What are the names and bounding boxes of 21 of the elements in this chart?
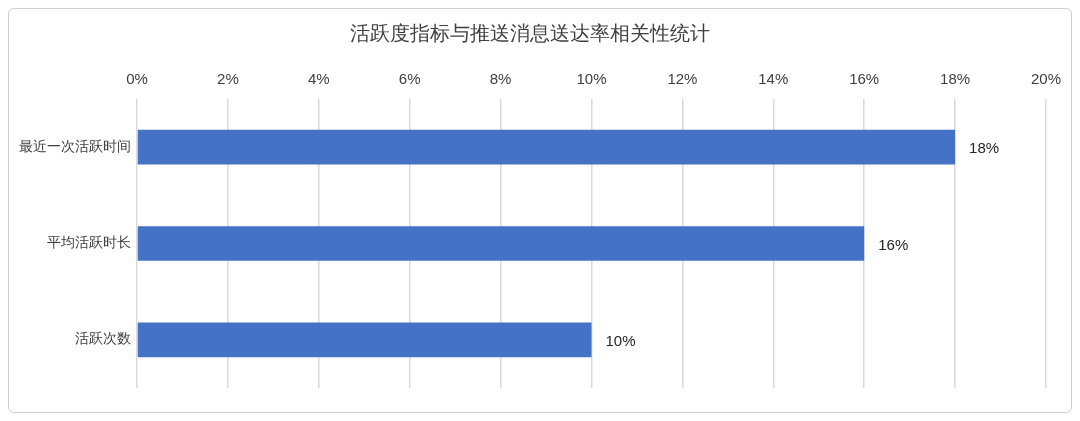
x-tick-label: 16% xyxy=(849,70,880,88)
x-tick-label: 4% xyxy=(307,70,330,88)
x-tick-label: 10% xyxy=(576,70,607,88)
x-tick-label: 0% xyxy=(126,70,148,88)
x-tick-label: 6% xyxy=(398,70,421,88)
y-tick-label: 最近一次活跃时间 xyxy=(19,137,131,154)
x-tick-label: 14% xyxy=(758,70,789,88)
x-tick-label: 8% xyxy=(489,70,512,88)
y-tick-label: 活跃次数 xyxy=(75,330,131,347)
data-label: 16% xyxy=(878,235,909,253)
bar xyxy=(137,129,956,165)
bar xyxy=(137,226,865,261)
data-label: 10% xyxy=(605,331,636,349)
x-tick-label: 20% xyxy=(1030,70,1061,88)
x-tick-label: 2% xyxy=(217,70,239,88)
chart-title: 活跃度指标与推送消息送达率相关性统计 xyxy=(350,21,710,46)
data-label: 18% xyxy=(969,139,1000,157)
x-tick-label: 18% xyxy=(940,70,971,88)
bar xyxy=(137,322,592,358)
y-tick-label: 平均活跃时长 xyxy=(47,234,131,251)
x-tick-label: 12% xyxy=(667,70,698,88)
